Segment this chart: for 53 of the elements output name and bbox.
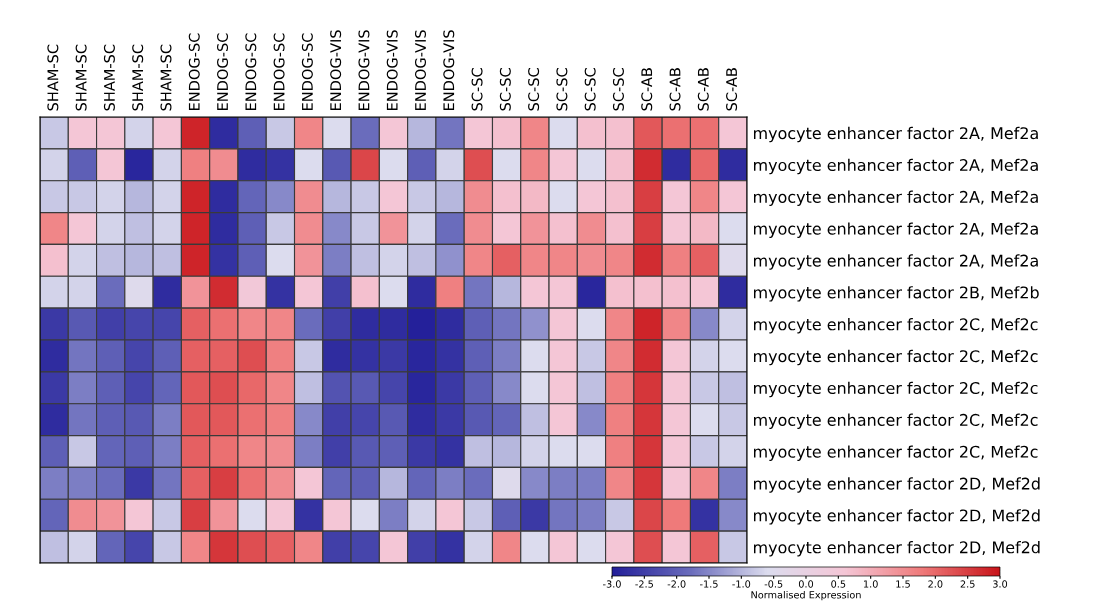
- x-tick-label: SHAM-SC: [47, 44, 59, 111]
- x-tick-label: SC-SC: [528, 68, 540, 111]
- color-bar-label: -1.0: [732, 580, 751, 588]
- y-tick-label: myocyte enhancer factor 2C, Mef2c: [754, 349, 1038, 366]
- color-bar-label: 1.5: [896, 580, 910, 588]
- color-bar-label: 0.0: [798, 580, 814, 588]
- x-tick-label: SC-AB: [669, 68, 681, 111]
- x-tick-label: ENDOG-SC: [217, 33, 229, 111]
- x-tick-label: ENDOG-SC: [301, 33, 313, 111]
- color-bar-label: -2.0: [667, 580, 686, 588]
- y-tick-label: myocyte enhancer factor 2C, Mef2c: [754, 318, 1038, 334]
- y-tick-label: myocyte enhancer factor 2D, Mef2d: [754, 477, 1040, 493]
- x-tick-label: SHAM-SC: [132, 44, 144, 111]
- y-tick-label: myocyte enhancer factor 2C, Mef2c: [754, 413, 1038, 430]
- y-tick-label: myocyte enhancer factor 2A, Mef2a: [754, 158, 1038, 175]
- x-tick-label: ENDOG-VIS: [386, 30, 398, 111]
- y-tick-label: myocyte enhancer factor 2C, Mef2c: [754, 445, 1038, 461]
- y-tick-label: myocyte enhancer factor 2B, Mef2b: [754, 286, 1039, 302]
- x-tick-label: SHAM-SC: [160, 44, 172, 111]
- x-tick-label: SC-AB: [726, 68, 738, 111]
- x-tick-label: SHAM-SC: [103, 44, 115, 111]
- x-tick-label: ENDOG-VIS: [443, 30, 455, 111]
- x-tick-label: SC-AB: [641, 68, 653, 111]
- color-bar-label: 0.5: [831, 580, 846, 588]
- color-bar-label: -2.5: [635, 580, 653, 588]
- x-tick-label: ENDOG-SC: [245, 33, 257, 111]
- y-tick-label: myocyte enhancer factor 2D, Mef2d: [754, 541, 1040, 557]
- x-tick-label: SC-SC: [499, 68, 511, 111]
- color-bar-title: Normalised Expression: [751, 590, 861, 601]
- color-bar-label: -0.5: [764, 580, 783, 588]
- y-tick-label: myocyte enhancer factor 2D, Mef2d: [754, 509, 1040, 525]
- x-tick-label: ENDOG-VIS: [358, 30, 370, 111]
- color-bar-label: -3.0: [602, 580, 621, 588]
- y-tick-label: myocyte enhancer factor 2A, Mef2a: [754, 190, 1038, 207]
- color-bar-label: 1.0: [864, 580, 878, 588]
- x-tick-label: SC-SC: [556, 68, 568, 111]
- x-tick-label: ENDOG-SC: [273, 33, 285, 111]
- x-tick-label: SC-SC: [471, 68, 483, 111]
- x-tick-label: ENDOG-VIS: [330, 30, 342, 111]
- y-tick-label: myocyte enhancer factor 2A, Mef2a: [754, 222, 1038, 238]
- x-tick-label: ENDOG-VIS: [414, 30, 427, 111]
- x-tick-label: ENDOG-SC: [188, 33, 200, 111]
- y-tick-label: myocyte enhancer factor 2A, Mef2a: [754, 126, 1038, 143]
- color-bar-label: 2.0: [928, 580, 943, 588]
- y-tick-label: myocyte enhancer factor 2A, Mef2a: [754, 254, 1038, 270]
- color-bar-label: 2.5: [960, 580, 975, 588]
- x-tick-label: SC-SC: [612, 68, 624, 111]
- y-tick-label: myocyte enhancer factor 2C, Mef2c: [754, 381, 1038, 398]
- color-bar-label: -1.5: [699, 580, 718, 588]
- x-tick-label: SC-SC: [584, 68, 596, 111]
- x-tick-label: SC-AB: [697, 68, 709, 111]
- color-bar-label: 3.0: [993, 580, 1008, 588]
- x-tick-label: SHAM-SC: [75, 44, 87, 111]
